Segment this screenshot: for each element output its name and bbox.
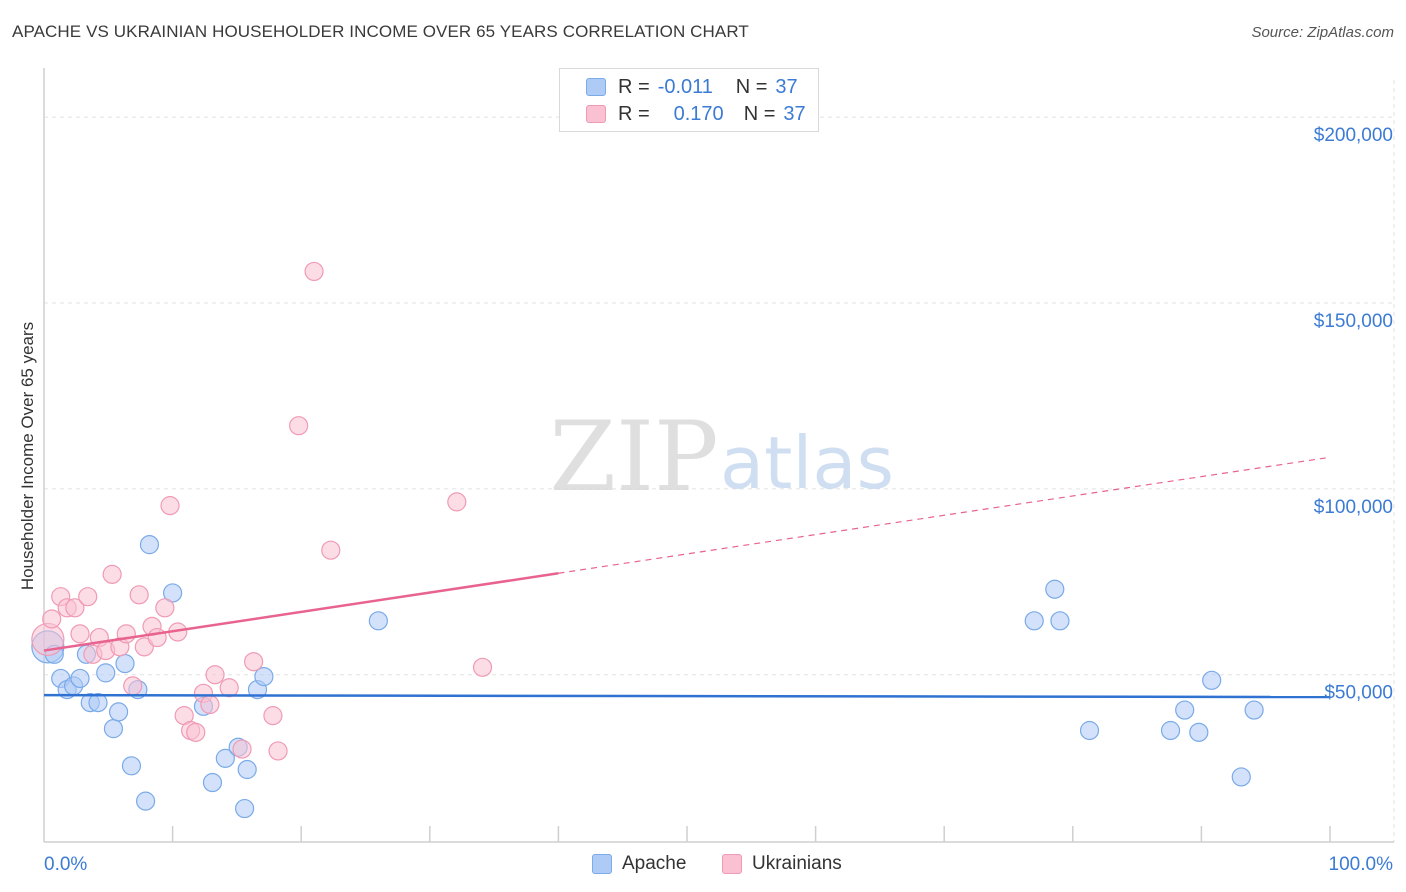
point-ukrainians — [447, 492, 467, 512]
watermark: ZIP atlas — [549, 401, 894, 513]
point-apache — [1175, 700, 1195, 720]
point-apache — [96, 663, 116, 683]
r-label: R = — [618, 102, 650, 125]
point-apache — [1050, 611, 1070, 631]
source-label: Source: ZipAtlas.com — [1251, 24, 1394, 41]
r-value: -0.011 — [657, 75, 713, 98]
point-ukrainians — [263, 706, 283, 726]
point-ukrainians — [155, 598, 175, 618]
apache-legend-label: Apache — [622, 853, 687, 874]
apache-legend-swatch — [592, 854, 612, 874]
point-ukrainians — [321, 540, 341, 560]
correlation-legend: R = -0.011 N = 37 R = 0.170 N = 37 — [559, 68, 819, 132]
point-ukrainians — [160, 496, 180, 516]
point-ukrainians — [289, 416, 309, 436]
point-ukrainians — [232, 739, 252, 759]
trend-line-ukrainians — [43, 572, 559, 652]
y-axis-label: Householder Income Over 65 years — [18, 321, 37, 591]
point-apache — [215, 748, 235, 768]
point-apache — [103, 719, 124, 739]
n-label: N = — [743, 102, 776, 125]
y-tick-label: $200,000 — [1314, 125, 1393, 146]
point-ukrainians — [65, 598, 85, 618]
point-apache — [1024, 611, 1044, 631]
point-apache — [202, 772, 223, 793]
point-apache — [1079, 720, 1100, 741]
point-apache — [121, 756, 142, 776]
point-ukrainians — [244, 652, 264, 672]
point-apache — [1189, 722, 1209, 742]
y-tick-label: $50,000 — [1324, 683, 1393, 704]
point-apache — [1202, 670, 1222, 690]
point-ukrainians — [186, 722, 206, 742]
watermark-zip: ZIP — [549, 401, 718, 513]
n-value: 37 — [775, 75, 798, 98]
point-apache — [135, 791, 156, 811]
trend-line-extension-ukrainians — [558, 456, 1331, 574]
legend-row-ukrainians: R = 0.170 N = 37 — [586, 102, 806, 126]
point-apache — [115, 653, 135, 674]
r-value: 0.170 — [673, 102, 724, 125]
point-ukrainians — [42, 609, 62, 629]
legend-item-apache: Apache — [592, 850, 686, 878]
point-apache — [235, 798, 255, 819]
tick-labels: $50,000 $100,000 $150,000 $200,000 0.0% 100.0… — [44, 125, 1393, 875]
legend-row-apache: R = -0.011 N = 37 — [586, 75, 798, 99]
point-apache — [1231, 767, 1251, 787]
point-ukrainians — [123, 676, 143, 696]
point-apache — [139, 535, 160, 555]
n-label: N = — [735, 75, 768, 98]
chart-title: APACHE VS UKRAINIAN HOUSEHOLDER INCOME O… — [12, 22, 749, 41]
point-apache — [1045, 579, 1065, 599]
watermark-atlas: atlas — [720, 421, 894, 505]
point-apache — [368, 611, 388, 631]
y-tick-label: $150,000 — [1314, 311, 1393, 332]
point-ukrainians — [268, 741, 288, 761]
y-tick-label: $100,000 — [1314, 497, 1393, 518]
apache-swatch — [586, 78, 606, 96]
series-ukrainians — [31, 261, 493, 761]
point-apache — [88, 693, 108, 713]
point-apache — [1160, 720, 1181, 741]
point-ukrainians — [70, 624, 90, 644]
x-tick-label-start: 0.0% — [44, 854, 87, 875]
point-ukrainians — [147, 627, 167, 648]
point-ukrainians — [219, 678, 239, 698]
ukrainians-legend-label: Ukrainians — [752, 853, 842, 874]
ukrainians-legend-swatch — [722, 854, 742, 874]
x-tick-label-end: 100.0% — [1329, 854, 1394, 875]
point-ukrainians — [102, 564, 122, 584]
point-apache — [237, 759, 257, 780]
point-ukrainians — [134, 637, 154, 657]
point-ukrainians — [205, 665, 225, 685]
ukrainians-swatch — [586, 105, 606, 123]
point-ukrainians — [472, 657, 493, 677]
point-apache — [108, 702, 129, 722]
points — [31, 261, 1264, 819]
point-ukrainians — [200, 694, 220, 715]
trend-line-apache — [43, 693, 1331, 699]
point-ukrainians — [78, 587, 98, 607]
point-ukrainians — [129, 585, 149, 605]
r-label: R = — [618, 75, 650, 98]
point-apache — [1244, 700, 1264, 720]
point-apache — [70, 668, 90, 689]
point-ukrainians — [304, 261, 324, 282]
legend-item-ukrainians: Ukrainians — [722, 850, 842, 878]
point-apache — [163, 583, 183, 603]
trend-lines — [43, 456, 1331, 699]
point-apache — [254, 666, 274, 687]
n-value: 37 — [783, 102, 806, 125]
axes — [43, 68, 1394, 843]
